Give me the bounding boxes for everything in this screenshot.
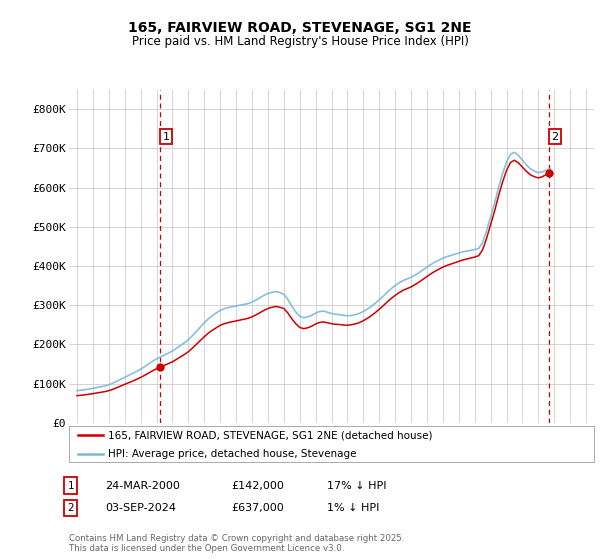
Text: 03-SEP-2024: 03-SEP-2024 (105, 503, 176, 513)
Text: £142,000: £142,000 (231, 480, 284, 491)
Text: 1% ↓ HPI: 1% ↓ HPI (327, 503, 379, 513)
Text: 165, FAIRVIEW ROAD, STEVENAGE, SG1 2NE: 165, FAIRVIEW ROAD, STEVENAGE, SG1 2NE (128, 21, 472, 35)
Text: 165, FAIRVIEW ROAD, STEVENAGE, SG1 2NE (detached house): 165, FAIRVIEW ROAD, STEVENAGE, SG1 2NE (… (109, 431, 433, 440)
Text: 1: 1 (163, 132, 170, 142)
Text: 2: 2 (67, 503, 74, 513)
Text: Price paid vs. HM Land Registry's House Price Index (HPI): Price paid vs. HM Land Registry's House … (131, 35, 469, 48)
Text: 1: 1 (67, 480, 74, 491)
Text: 24-MAR-2000: 24-MAR-2000 (105, 480, 180, 491)
Text: 2: 2 (551, 132, 559, 142)
Text: £637,000: £637,000 (231, 503, 284, 513)
Text: 17% ↓ HPI: 17% ↓ HPI (327, 480, 386, 491)
Text: Contains HM Land Registry data © Crown copyright and database right 2025.
This d: Contains HM Land Registry data © Crown c… (69, 534, 404, 553)
Text: HPI: Average price, detached house, Stevenage: HPI: Average price, detached house, Stev… (109, 449, 357, 459)
